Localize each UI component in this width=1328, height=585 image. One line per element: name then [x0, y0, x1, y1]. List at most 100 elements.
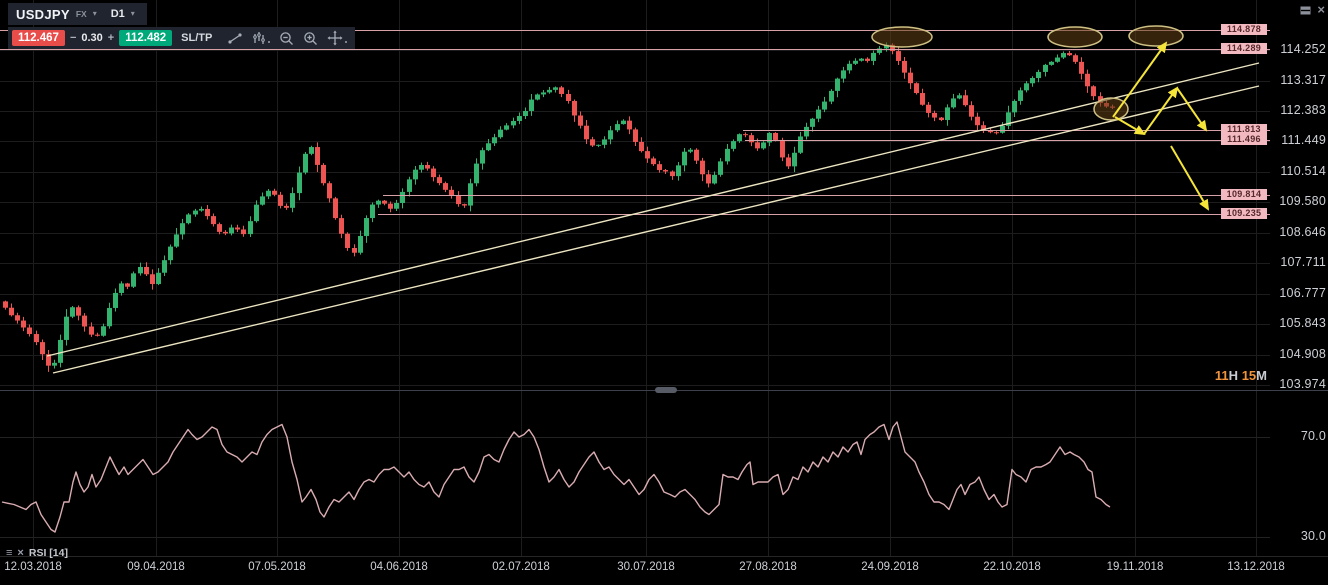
pattern-ellipse[interactable]: [1128, 25, 1184, 47]
candle-body: [645, 151, 650, 159]
candle-body: [572, 100, 577, 116]
candle-body: [266, 190, 271, 197]
window-controls: ×: [1300, 2, 1325, 17]
countdown-minutes-unit: M: [1256, 368, 1267, 383]
candle-body: [804, 126, 809, 137]
candle-body: [407, 179, 412, 192]
candle-body: [511, 120, 516, 126]
price-level-chip[interactable]: 111.496: [1221, 133, 1267, 145]
candle-body: [21, 320, 26, 328]
rsi-line: [1, 421, 1111, 533]
date-axis-label: 22.10.2018: [983, 561, 1041, 573]
candle-body: [871, 52, 876, 61]
rsi-axis-label: 30.0: [1300, 529, 1326, 543]
trade-bar: 112.467 − 0.30 + 112.482 SL/TP: [8, 27, 356, 49]
price-level-chip[interactable]: 114.289: [1221, 42, 1267, 54]
price-level-chip[interactable]: 109.814: [1221, 188, 1267, 200]
symbol-dropdown-caret-icon[interactable]: ▾: [92, 9, 97, 18]
candle-body: [615, 124, 620, 131]
spread-value: 0.30: [81, 32, 103, 44]
pan-icon[interactable]: [327, 30, 343, 46]
candle-body: [162, 260, 167, 273]
panel-icon[interactable]: [1300, 6, 1311, 15]
candle-body: [248, 221, 253, 235]
dropdown-dot-icon: [345, 41, 348, 43]
candle-body: [394, 202, 399, 209]
projection-arrow[interactable]: [1170, 145, 1210, 211]
candle-body: [541, 92, 546, 95]
candle-body: [725, 148, 730, 162]
menu-icon[interactable]: ≡: [6, 547, 13, 559]
candle-body: [553, 87, 558, 90]
price-level-chip[interactable]: 111.813: [1221, 123, 1267, 135]
projection-arrow[interactable]: [1114, 116, 1146, 136]
price-level-chip[interactable]: 114.878: [1221, 23, 1267, 35]
candle-body: [345, 233, 350, 248]
candle-body: [523, 110, 528, 117]
candle-body: [627, 120, 632, 130]
rsi-close-icon[interactable]: ×: [17, 547, 24, 559]
candle-body: [235, 227, 240, 230]
timeframe-label[interactable]: D1: [110, 8, 125, 20]
rsi-axis-label: 70.0: [1300, 429, 1326, 443]
zoom-in-icon[interactable]: [303, 31, 318, 46]
spread-decrease-button[interactable]: −: [69, 32, 77, 44]
projection-arrow[interactable]: [1143, 86, 1179, 135]
candle-body: [621, 120, 626, 125]
candle-body: [969, 105, 974, 117]
countdown-hours-value: 11: [1214, 368, 1229, 383]
candle-body: [156, 272, 161, 285]
zoom-out-icon[interactable]: [279, 31, 294, 46]
candle-body: [578, 115, 583, 126]
candle-body: [639, 141, 644, 152]
timeframe-dropdown-caret-icon[interactable]: ▾: [130, 9, 135, 18]
candle-body: [376, 200, 381, 205]
pattern-ellipse[interactable]: [1047, 26, 1103, 48]
candle-body: [278, 194, 283, 206]
candle-body: [731, 141, 736, 149]
candle-body: [841, 70, 846, 79]
candle-body: [963, 95, 968, 106]
sell-button[interactable]: 112.467: [12, 30, 65, 46]
candle-body: [333, 198, 338, 219]
rsi-indicator-name: RSI [14]: [28, 547, 68, 559]
projection-arrow[interactable]: [1176, 87, 1208, 132]
candle-body: [1036, 71, 1041, 79]
symbol-name[interactable]: USDJPY: [16, 6, 70, 22]
dropdown-dot-icon: [268, 41, 271, 43]
candle-body: [449, 189, 454, 196]
candle-body: [272, 190, 277, 195]
projection-arrow[interactable]: [1112, 41, 1168, 118]
date-axis-label: 27.08.2018: [739, 561, 797, 573]
candle-body: [1030, 78, 1035, 84]
price-axis-label: 109.580: [1279, 194, 1326, 209]
candle-body: [107, 307, 112, 327]
candle-body: [480, 150, 485, 164]
price-axis-label: 105.843: [1279, 316, 1326, 331]
pattern-ellipse[interactable]: [871, 26, 933, 48]
price-level-chip[interactable]: 109.235: [1221, 207, 1267, 219]
indicators-icon[interactable]: [252, 31, 266, 46]
pattern-ellipse[interactable]: [1093, 97, 1129, 121]
candle-body: [712, 174, 717, 184]
buy-button[interactable]: 112.482: [119, 30, 173, 46]
date-axis-label: 09.04.2018: [127, 561, 185, 573]
candle-body: [1012, 100, 1017, 113]
candle-body: [284, 205, 289, 208]
candle-body: [853, 60, 858, 64]
trend-line-icon[interactable]: [227, 31, 243, 46]
spread-increase-button[interactable]: +: [107, 32, 115, 44]
pane-resize-handle[interactable]: [655, 387, 677, 393]
candle-body: [95, 334, 100, 336]
close-icon[interactable]: ×: [1317, 2, 1325, 17]
candle-body: [52, 362, 57, 366]
candle-body: [835, 78, 840, 91]
trendline[interactable]: [46, 62, 1260, 357]
trendline[interactable]: [52, 85, 1260, 374]
candle-body: [926, 104, 931, 113]
candle-body: [425, 164, 430, 169]
sltp-button[interactable]: SL/TP: [181, 32, 213, 44]
candle-body: [327, 183, 332, 199]
